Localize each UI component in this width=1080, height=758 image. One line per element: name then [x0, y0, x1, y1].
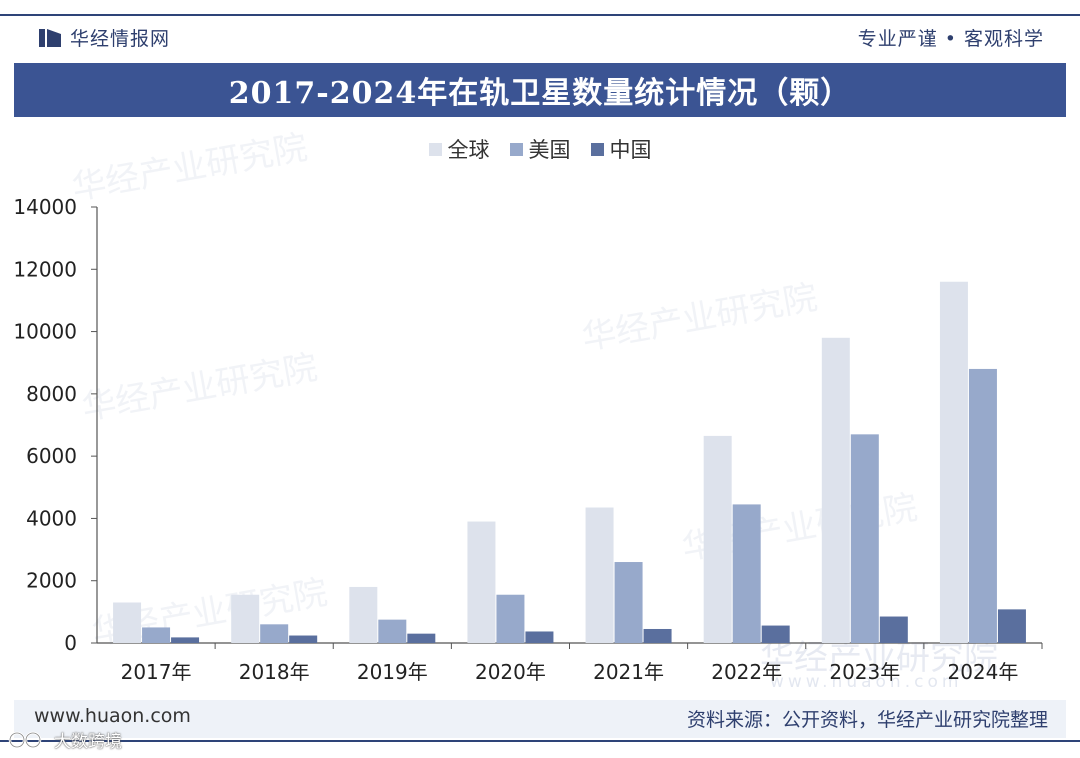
y-tick-label: 0 [64, 631, 77, 655]
brand-logo-icon [39, 28, 61, 47]
legend: 全球 美国 中国 [0, 134, 1080, 164]
bar-usa [850, 434, 879, 643]
chart-bars [113, 281, 1026, 643]
y-tick-label: 8000 [26, 382, 77, 406]
x-tick-label: 2018年 [239, 660, 310, 684]
x-tick-label: 2017年 [121, 660, 192, 684]
brand-name: 华经情报网 [70, 28, 171, 50]
bar-global [113, 602, 142, 643]
bottom-rule [0, 740, 1080, 742]
bar-usa [142, 627, 171, 643]
legend-swatch-china [590, 142, 604, 156]
brand: 华经情报网 [38, 24, 170, 51]
bar-global [939, 281, 968, 643]
footer-source: 资料来源：公开资料，华经产业研究院整理 [686, 709, 1048, 731]
x-tick-label: 2020年 [475, 660, 546, 684]
bar-global [231, 594, 260, 643]
chart-labels: 0 2000 4000 6000 8000 10000 12000 14000 2017年 201… [13, 195, 1018, 684]
y-tick-label: 6000 [26, 444, 77, 468]
y-tick-label: 10000 [13, 320, 77, 344]
corner-logo: 大数跨境 [8, 727, 122, 752]
bar-china [879, 616, 908, 643]
bar-global [703, 435, 732, 643]
bar-usa [968, 368, 997, 643]
legend-swatch-usa [509, 142, 523, 156]
bar-chart: 0 2000 4000 6000 8000 10000 12000 14000 2017年 201… [13, 195, 1043, 684]
y-tick-label: 4000 [26, 506, 77, 530]
bar-usa [614, 562, 643, 643]
chart-title: 2017-2024年在轨卫星数量统计情况（颗） [228, 76, 852, 111]
bar-china [171, 637, 200, 643]
x-tick-label: 2021年 [593, 660, 664, 684]
x-tick-label: 2023年 [829, 660, 900, 684]
bar-usa [260, 624, 289, 643]
bar-china [643, 628, 672, 643]
bar-global [821, 337, 850, 643]
title-bar: 2017-2024年在轨卫星数量统计情况（颗） [14, 63, 1066, 117]
bar-china [289, 635, 318, 643]
legend-item-china: 中国 [590, 134, 652, 164]
x-tick-label: 2024年 [947, 660, 1018, 684]
bar-usa [496, 594, 525, 643]
legend-swatch-global [428, 142, 442, 156]
top-rule [0, 14, 1080, 16]
bar-china [997, 609, 1026, 643]
legend-label-global: 全球 [447, 138, 490, 162]
bar-china [407, 633, 436, 643]
chart-axes [91, 206, 1043, 649]
bar-china [761, 625, 790, 643]
bar-usa [732, 504, 761, 643]
y-tick-label: 14000 [13, 195, 77, 219]
bar-global [467, 521, 496, 643]
footer-band [14, 700, 1066, 738]
bar-global [349, 586, 378, 643]
x-tick-label: 2019年 [357, 660, 428, 684]
bar-usa [378, 619, 407, 643]
bar-china [525, 631, 554, 643]
bar-global [585, 507, 614, 643]
legend-item-usa: 美国 [509, 134, 571, 164]
y-tick-label: 2000 [26, 569, 77, 593]
legend-label-china: 中国 [609, 138, 652, 162]
legend-item-global: 全球 [428, 134, 490, 164]
corner-logo-text: 大数跨境 [54, 732, 122, 752]
footer-website: www.huaon.com [34, 705, 191, 727]
x-tick-label: 2022年 [711, 660, 782, 684]
corner-logo-icon [8, 731, 42, 748]
slogan: 专业严谨 • 客观科学 [857, 28, 1044, 50]
y-tick-label: 12000 [13, 257, 77, 281]
legend-label-usa: 美国 [528, 138, 571, 162]
